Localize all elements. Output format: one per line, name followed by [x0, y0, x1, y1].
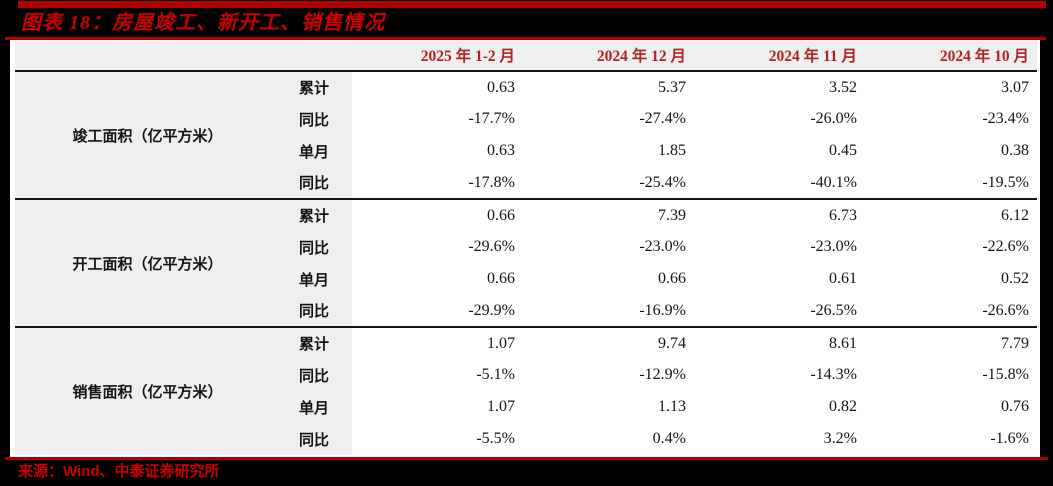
metric-label: 同比 — [280, 103, 352, 135]
value-cell: -1.6% — [865, 423, 1037, 455]
metric-label: 同比 — [280, 359, 352, 391]
value-cell: 0.63 — [352, 71, 523, 103]
section-new-starts-area: 开工面积（亿平方米） 累计 0.66 7.39 6.73 6.12 同比 -29… — [15, 198, 1037, 327]
metric-label: 累计 — [280, 71, 352, 103]
value-cell: 0.82 — [694, 391, 865, 423]
value-cell: -26.5% — [694, 295, 865, 327]
figure-title: 图表 18：房屋竣工、新开工、销售情况 — [21, 12, 385, 34]
value-cell: 7.79 — [865, 326, 1037, 359]
value-cell: 0.76 — [865, 391, 1037, 423]
table-row: 同比 -5.5% 0.4% 3.2% -1.6% — [15, 423, 1037, 455]
value-cell: -16.9% — [523, 295, 694, 327]
housing-data-table: 2025 年 1-2 月 2024 年 12 月 2024 年 11 月 202… — [15, 40, 1037, 455]
group-label-new-starts-area: 开工面积（亿平方米） — [15, 198, 280, 327]
value-cell: -23.0% — [523, 231, 694, 263]
value-cell: -17.7% — [352, 103, 523, 135]
value-cell: 6.73 — [694, 198, 865, 231]
table-row: 单月 0.66 0.66 0.61 0.52 — [15, 263, 1037, 295]
value-cell: 0.66 — [352, 198, 523, 231]
value-cell: 3.52 — [694, 71, 865, 103]
title-underline-rule — [5, 37, 1046, 40]
value-cell: -25.4% — [523, 167, 694, 199]
value-cell: -19.5% — [865, 167, 1037, 199]
table-row: 同比 -5.1% -12.9% -14.3% -15.8% — [15, 359, 1037, 391]
column-header-2024-11: 2024 年 11 月 — [694, 40, 865, 72]
value-cell: 7.39 — [523, 198, 694, 231]
value-cell: -23.0% — [694, 231, 865, 263]
value-cell: -26.0% — [694, 103, 865, 135]
header-row: 2025 年 1-2 月 2024 年 12 月 2024 年 11 月 202… — [15, 40, 1037, 72]
group-label-completed-area: 竣工面积（亿平方米） — [15, 71, 280, 199]
metric-label: 同比 — [280, 295, 352, 327]
column-header-2024-10: 2024 年 10 月 — [865, 40, 1037, 72]
value-cell: 1.85 — [523, 135, 694, 167]
value-cell: -5.5% — [352, 423, 523, 455]
header-corner-cell — [15, 40, 352, 72]
value-cell: 0.45 — [694, 135, 865, 167]
column-header-2024-12: 2024 年 12 月 — [523, 40, 694, 72]
metric-label: 单月 — [280, 391, 352, 423]
value-cell: 0.66 — [352, 263, 523, 295]
metric-label: 同比 — [280, 423, 352, 455]
table-row: 销售面积（亿平方米） 累计 1.07 9.74 8.61 7.79 — [15, 326, 1037, 455]
value-cell: -29.9% — [352, 295, 523, 327]
value-cell: 0.61 — [694, 263, 865, 295]
value-cell: 3.2% — [694, 423, 865, 455]
value-cell: -40.1% — [694, 167, 865, 199]
metric-label: 累计 — [280, 198, 352, 231]
value-cell: 3.07 — [865, 71, 1037, 103]
value-cell: -27.4% — [523, 103, 694, 135]
value-cell: -5.1% — [352, 359, 523, 391]
metric-label: 单月 — [280, 135, 352, 167]
value-cell: -26.6% — [865, 295, 1037, 327]
section-completed-area: 竣工面积（亿平方米） 累计 0.63 5.37 3.52 3.07 同比 -17… — [15, 71, 1037, 199]
value-cell: 5.37 — [523, 71, 694, 103]
source-note: 来源：Wind、中泰证券研究所 — [18, 463, 220, 480]
metric-label: 同比 — [280, 167, 352, 199]
value-cell: -15.8% — [865, 359, 1037, 391]
bottom-accent-rule — [5, 457, 1048, 460]
table-row: 竣工面积（亿平方米） 累计 0.63 5.37 3.52 3.07 — [15, 71, 1037, 199]
table-row: 开工面积（亿平方米） 累计 0.66 7.39 6.73 6.12 — [15, 198, 1037, 327]
value-cell: 1.13 — [523, 391, 694, 423]
value-cell: -17.8% — [352, 167, 523, 199]
value-cell: 6.12 — [865, 198, 1037, 231]
value-cell: 8.61 — [694, 326, 865, 359]
value-cell: 0.52 — [865, 263, 1037, 295]
section-sales-area: 销售面积（亿平方米） 累计 1.07 9.74 8.61 7.79 同比 -5.… — [15, 326, 1037, 455]
table-row: 单月 0.63 1.85 0.45 0.38 — [15, 135, 1037, 167]
top-accent-stripe — [18, 1, 1046, 8]
value-cell: -14.3% — [694, 359, 865, 391]
table-row: 单月 1.07 1.13 0.82 0.76 — [15, 391, 1037, 423]
value-cell: 1.07 — [352, 391, 523, 423]
metric-label: 单月 — [280, 263, 352, 295]
column-header-2025-1-2: 2025 年 1-2 月 — [352, 40, 523, 72]
table-row: 同比 -29.9% -16.9% -26.5% -26.6% — [15, 295, 1037, 327]
metric-label: 累计 — [280, 326, 352, 359]
value-cell: -12.9% — [523, 359, 694, 391]
value-cell: -29.6% — [352, 231, 523, 263]
value-cell: -22.6% — [865, 231, 1037, 263]
group-label-sales-area: 销售面积（亿平方米） — [15, 326, 280, 455]
value-cell: 0.66 — [523, 263, 694, 295]
table-page: 2025 年 1-2 月 2024 年 12 月 2024 年 11 月 202… — [10, 40, 1040, 457]
value-cell: 0.63 — [352, 135, 523, 167]
value-cell: 0.4% — [523, 423, 694, 455]
table-row: 同比 -29.6% -23.0% -23.0% -22.6% — [15, 231, 1037, 263]
metric-label: 同比 — [280, 231, 352, 263]
table-row: 同比 -17.7% -27.4% -26.0% -23.4% — [15, 103, 1037, 135]
value-cell: 9.74 — [523, 326, 694, 359]
value-cell: 0.38 — [865, 135, 1037, 167]
table-row: 同比 -17.8% -25.4% -40.1% -19.5% — [15, 167, 1037, 199]
value-cell: 1.07 — [352, 326, 523, 359]
value-cell: -23.4% — [865, 103, 1037, 135]
